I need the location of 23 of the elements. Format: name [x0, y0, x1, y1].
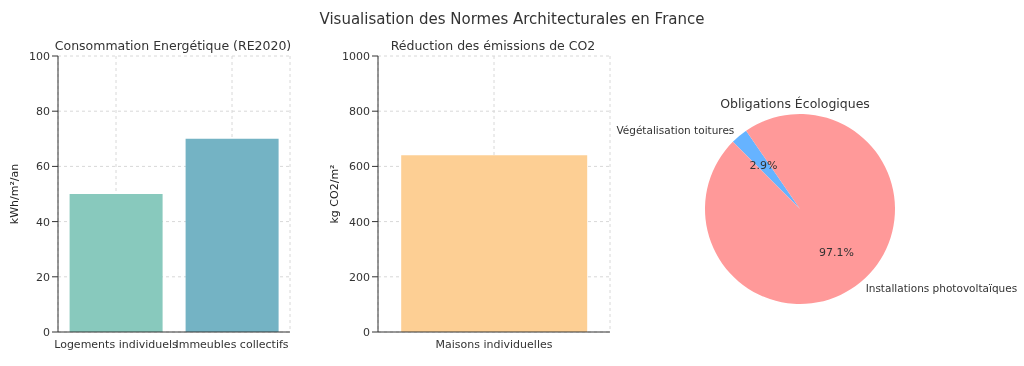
- y-tick-label: 0: [43, 325, 50, 339]
- y-axis-title: kWh/m²/an: [7, 163, 21, 225]
- y-tick-label: 40: [36, 215, 50, 229]
- chart-title: Réduction des émissions de CO2: [390, 38, 596, 53]
- y-tick-label: 100: [29, 49, 50, 63]
- y-tick-label: 80: [36, 105, 50, 119]
- y-tick-label: 0: [363, 325, 370, 339]
- chart-title: Obligations Écologiques: [719, 96, 871, 111]
- text: Visualisation des Normes Architecturales en France: [318, 10, 706, 28]
- chart-title: Consommation Energétique (RE2020): [54, 38, 292, 53]
- pie-slice: [732, 130, 800, 209]
- y-tick-label: 600: [349, 160, 370, 174]
- y-tick-label: 200: [349, 270, 370, 284]
- slice-label: Végétalisation toitures: [616, 124, 735, 137]
- data-label: 97.1%: [818, 246, 854, 260]
- y-tick-label: 800: [349, 105, 370, 119]
- y-tick-label: 1000: [342, 49, 370, 63]
- y-tick-label: 20: [36, 270, 50, 284]
- y-axis-title: kg CO2/m²: [327, 164, 341, 224]
- y-tick-label: 400: [349, 215, 370, 229]
- x-tick-label: Maisons individuelles: [435, 337, 553, 351]
- slice-label: Installations photovoltaïques: [865, 281, 1018, 294]
- y-tick-label: 60: [36, 160, 50, 174]
